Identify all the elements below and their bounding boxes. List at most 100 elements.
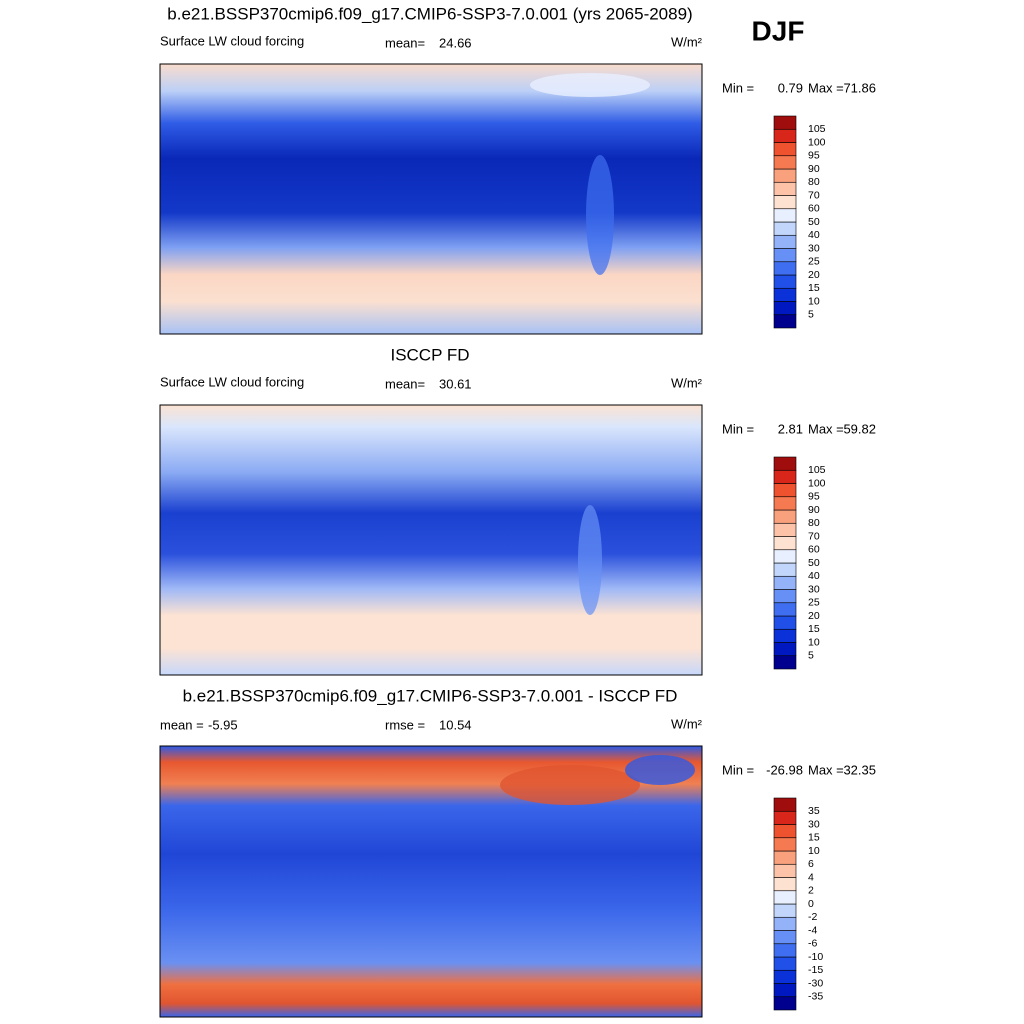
colorbar-box	[773, 128, 797, 143]
colorbar-label: -30	[808, 977, 823, 989]
units: W/m²	[671, 716, 703, 731]
max-value: 59.82	[843, 421, 876, 436]
colorbar-box	[773, 181, 797, 196]
colorbar-label: 4	[808, 871, 814, 883]
colorbar-box	[773, 837, 797, 852]
colorbar-box	[773, 208, 797, 223]
colorbar-box	[773, 301, 797, 316]
colorbar-box	[773, 536, 797, 551]
colorbar-label: -2	[808, 911, 817, 923]
min-value: 2.81	[778, 421, 803, 436]
colorbar-label: 100	[808, 477, 826, 489]
colorbar-box	[773, 810, 797, 825]
map-1	[159, 404, 703, 676]
colorbar-label: 60	[808, 544, 820, 556]
colorbar-label: 20	[808, 610, 820, 622]
colorbar-label: -10	[808, 951, 823, 963]
colorbar-box	[773, 234, 797, 249]
colorbar-label: 25	[808, 256, 820, 268]
colorbar-label: 0	[808, 898, 814, 910]
stat-label: mean=	[385, 376, 425, 391]
max-label: Max =	[808, 80, 844, 95]
colorbar-label: 2	[808, 885, 814, 897]
colorbar-label: 105	[808, 123, 826, 135]
colorbar-label: 10	[808, 845, 820, 857]
min-label: Min =	[722, 421, 754, 436]
map-feature	[625, 755, 695, 785]
map-feature	[578, 505, 602, 615]
colorbar-box	[773, 155, 797, 170]
map-field	[160, 64, 702, 334]
colorbar-box	[773, 983, 797, 998]
max-label: Max =	[808, 762, 844, 777]
stat-label: mean=	[385, 35, 425, 50]
colorbar-box	[773, 996, 797, 1011]
stat-value: 10.54	[439, 717, 472, 732]
max-value: 71.86	[843, 80, 876, 95]
colorbar-label: -15	[808, 964, 823, 976]
colorbar-label: 30	[808, 242, 820, 254]
colorbar-label: 6	[808, 858, 814, 870]
max-value: 32.35	[843, 762, 876, 777]
map-frame	[159, 745, 703, 1018]
colorbar-label: 80	[808, 176, 820, 188]
colorbar-label: 5	[808, 309, 814, 321]
colorbar-box	[773, 890, 797, 905]
colorbar-label: 5	[808, 650, 814, 662]
stat-label: rmse =	[385, 717, 425, 732]
colorbar-label: -35	[808, 991, 823, 1003]
panel-title: b.e21.BSSP370cmip6.f09_g17.CMIP6-SSP3-7.…	[167, 4, 692, 23]
colorbar-box	[773, 850, 797, 865]
colorbar-box	[773, 824, 797, 839]
colorbar-label: 50	[808, 557, 820, 569]
colorbar-box	[773, 877, 797, 892]
min-value: -26.98	[766, 762, 803, 777]
min-label: Min =	[722, 80, 754, 95]
map-frame	[159, 63, 703, 335]
max-label: Max =	[808, 421, 844, 436]
colorbar-box	[773, 456, 797, 471]
min-value: 0.79	[778, 80, 803, 95]
colorbar-box	[773, 314, 797, 329]
colorbar-label: 35	[808, 805, 820, 817]
colorbar-box	[773, 562, 797, 577]
panel-title: ISCCP FD	[390, 345, 469, 364]
panel-subtitle: Surface LW cloud forcing	[160, 33, 304, 48]
colorbar-label: 105	[808, 464, 826, 476]
colorbar-box	[773, 969, 797, 984]
colorbar-box	[773, 903, 797, 918]
colorbar-label: 80	[808, 517, 820, 529]
panel-subtitle: Surface LW cloud forcing	[160, 374, 304, 389]
min-label: Min =	[722, 762, 754, 777]
units: W/m²	[671, 375, 703, 390]
colorbar-box	[773, 602, 797, 617]
colorbar-box	[773, 797, 797, 812]
map-field	[160, 405, 702, 675]
colorbar-label: 60	[808, 203, 820, 215]
colorbar-box	[773, 248, 797, 263]
colorbar-label: 70	[808, 189, 820, 201]
colorbar-label: 40	[808, 229, 820, 241]
colorbar-box	[773, 274, 797, 289]
colorbar-box	[773, 142, 797, 157]
colorbar-box	[773, 496, 797, 511]
colorbar-box	[773, 509, 797, 524]
stat-value: 24.66	[439, 35, 472, 50]
colorbar-label: 25	[808, 597, 820, 609]
colorbar-box	[773, 115, 797, 130]
colorbar-label: 30	[808, 583, 820, 595]
colorbar-label: 50	[808, 216, 820, 228]
colorbar-box	[773, 956, 797, 971]
colorbar-box	[773, 469, 797, 484]
colorbar-box	[773, 575, 797, 590]
colorbar-box	[773, 549, 797, 564]
colorbar-label: 90	[808, 504, 820, 516]
colorbar-label: 30	[808, 818, 820, 830]
colorbar-box	[773, 916, 797, 931]
stat-value: -5.95	[208, 717, 238, 732]
stat-label: mean =	[160, 717, 204, 732]
panel-title: b.e21.BSSP370cmip6.f09_g17.CMIP6-SSP3-7.…	[183, 686, 678, 705]
stat-value: 30.61	[439, 376, 472, 391]
colorbar-label: 20	[808, 269, 820, 281]
